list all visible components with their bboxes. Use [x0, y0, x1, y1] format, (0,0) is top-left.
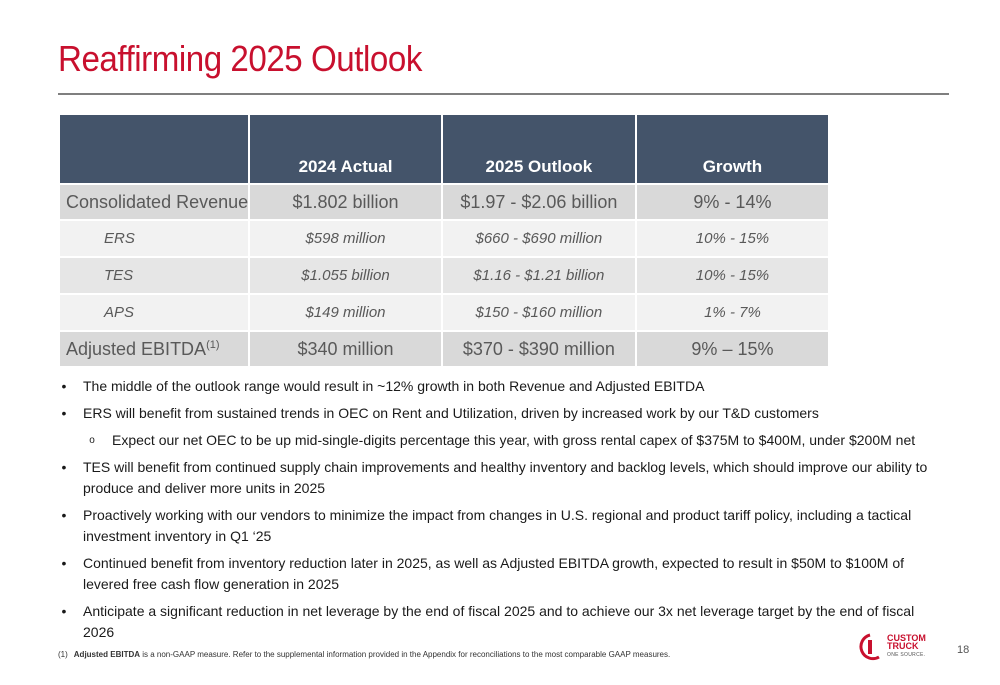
bullet-marker: • [61, 603, 67, 619]
footnote-term: Adjusted EBITDA [73, 650, 141, 659]
footnote-text: is a non-GAAP measure. Refer to the supp… [140, 650, 671, 659]
cell-growth: 1% - 7% [634, 293, 831, 332]
bullet-item: • ERS will benefit from sustained trends … [58, 403, 938, 424]
bullet-text: Anticipate a significant reduction in ne… [83, 603, 915, 640]
bullet-text: Expect our net OEC to be up mid-single-d… [112, 432, 916, 448]
table-row: TES $1.055 billion $1.16 - $1.21 billion… [57, 256, 831, 295]
sub-bullet-item: o Expect our net OEC to be up mid-single-… [58, 430, 938, 451]
bullet-item: • Anticipate a significant reduction in n… [58, 601, 938, 643]
logo-tagline: ONE SOURCE. [887, 652, 926, 658]
cell-actual: $1.055 billion [248, 256, 443, 295]
cell-growth: 10% - 15% [634, 219, 831, 258]
footnote-number: (1) [58, 650, 68, 659]
logo-mark-icon [859, 633, 880, 661]
table-row: Consolidated Revenue $1.802 billion $1.9… [57, 183, 831, 221]
header-2024-actual: 2024 Actual [248, 113, 443, 185]
bullet-text: Proactively working with our vendors to … [83, 507, 912, 544]
cell-actual: $1.802 billion [248, 183, 443, 221]
row-label: TES [57, 256, 251, 295]
cell-outlook: $1.97 - $2.06 billion [440, 183, 637, 221]
cell-actual: $149 million [248, 293, 443, 332]
table-row: Adjusted EBITDA(1) $340 million $370 - $… [57, 330, 831, 368]
header-2025-outlook: 2025 Outlook [440, 113, 637, 185]
header-empty [57, 113, 251, 185]
cell-outlook: $370 - $390 million [440, 330, 637, 368]
table-row: APS $149 million $150 - $160 million 1% … [57, 293, 831, 332]
cell-growth: 9% - 14% [634, 183, 831, 221]
slide-title: Reaffirming 2025 Outlook [58, 38, 422, 79]
row-label-text: Adjusted EBITDA [66, 338, 207, 359]
cell-growth: 10% - 15% [634, 256, 831, 295]
bullet-item: • Continued benefit from inventory reduct… [58, 553, 938, 595]
logo-line-1: CUSTOM [887, 633, 926, 643]
cell-actual: $340 million [248, 330, 443, 368]
bullet-marker: o [89, 435, 95, 446]
footnote: (1) Adjusted EBITDA is a non-GAAP measure… [58, 650, 670, 659]
footnote-ref: (1) [206, 338, 220, 351]
table-header-row: 2024 Actual 2025 Outlook Growth [57, 113, 831, 185]
row-label: Consolidated Revenue [57, 183, 251, 221]
logo-line-2: TRUCK [887, 641, 919, 651]
cell-actual: $598 million [248, 219, 443, 258]
bullet-marker: • [61, 459, 67, 475]
row-label: APS [57, 293, 251, 332]
bullet-text: The middle of the outlook range would re… [83, 378, 705, 394]
bullet-text: TES will benefit from continued supply c… [83, 459, 928, 496]
bullet-marker: • [61, 378, 67, 394]
bullet-marker: • [61, 507, 67, 523]
logo-wordmark: CUSTOM TRUCK [887, 633, 926, 651]
row-label: ERS [57, 219, 251, 258]
cell-outlook: $150 - $160 million [440, 293, 637, 332]
company-logo: CUSTOM TRUCK ONE SOURCE. [857, 632, 937, 662]
page-number: 18 [957, 644, 970, 656]
cell-outlook: $660 - $690 million [440, 219, 637, 258]
bullet-list: • The middle of the outlook range would r… [58, 376, 938, 649]
row-label: Adjusted EBITDA(1) [57, 330, 251, 368]
cell-growth: 9% – 15% [634, 330, 831, 368]
bullet-marker: • [61, 555, 67, 571]
table-row: ERS $598 million $660 - $690 million 10%… [57, 219, 831, 258]
outlook-table: 2024 Actual 2025 Outlook Growth Consolid… [57, 113, 831, 368]
header-growth: Growth [634, 113, 831, 185]
bullet-marker: • [61, 405, 67, 421]
cell-outlook: $1.16 - $1.21 billion [440, 256, 637, 295]
bullet-text: ERS will benefit from sustained trends i… [83, 405, 819, 421]
bullet-item: • Proactively working with our vendors to… [58, 505, 938, 547]
bullet-text: Continued benefit from inventory reducti… [83, 555, 905, 592]
bullet-item: • The middle of the outlook range would r… [58, 376, 938, 397]
title-divider [58, 93, 949, 95]
bullet-item: • TES will benefit from continued supply … [58, 457, 938, 499]
